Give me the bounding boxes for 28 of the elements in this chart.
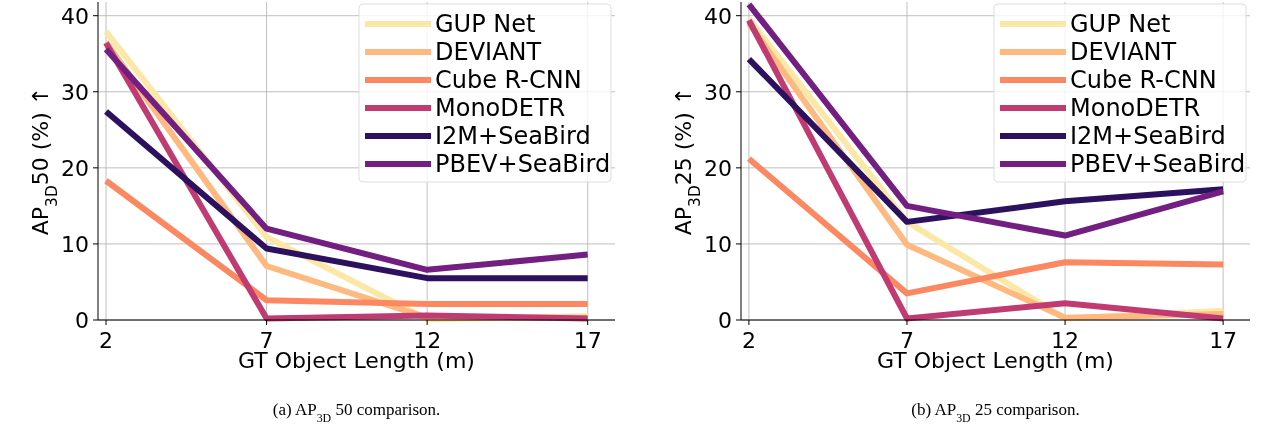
y-tick-label: 10 [61,231,89,257]
y-tick-label: 0 [75,308,89,333]
y-tick-label: 40 [61,3,89,29]
legend-label: DEVIANT [435,38,542,66]
legend-label: GUP Net [1070,10,1171,38]
x-tick-label: 17 [1209,328,1238,353]
legend-label: Cube R-CNN [435,66,582,94]
y-tick-label: 20 [61,155,89,181]
y-tick-label: 30 [704,79,732,105]
legend-label: I2M+SeaBird [1070,122,1226,150]
legend-label: MonoDETR [435,94,566,122]
y-tick-label: 0 [718,308,732,333]
legend-label: DEVIANT [1070,38,1177,66]
legend-label: Cube R-CNN [1070,66,1217,94]
legend-label: I2M+SeaBird [435,122,591,150]
x-tick-label: 17 [573,328,602,353]
legend-label: PBEV+SeaBird [1070,150,1246,178]
legend-label: PBEV+SeaBird [435,150,611,178]
y-tick-label: 10 [704,231,732,257]
text: (a) AP$_{3D}$ 50 comparison. [272,400,441,425]
y-tick-label: 20 [704,155,732,181]
x-tick-label: 2 [741,328,756,353]
x-tick-label: 2 [99,328,114,353]
y-tick-label: 30 [61,79,89,105]
y-tick-label: 40 [704,3,732,29]
legend-label: GUP Net [435,10,536,38]
text: (b) AP$_{3D}$ 25 comparison. [911,400,1080,425]
legend-label: MonoDETR [1070,94,1201,122]
